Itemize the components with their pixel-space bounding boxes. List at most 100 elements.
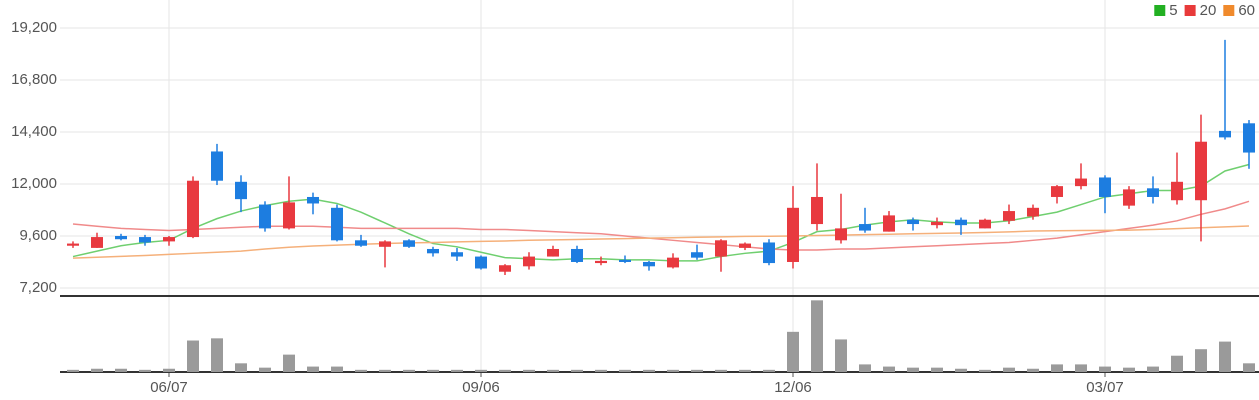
volume-bar — [571, 369, 583, 372]
volume-bar — [283, 354, 295, 372]
y-tick-label: 16,800 — [11, 71, 57, 88]
volume-bar — [379, 369, 391, 372]
volume-bar — [715, 369, 727, 372]
volume-bar — [451, 369, 463, 372]
volume-bar — [883, 366, 895, 372]
candle-body — [523, 256, 535, 267]
volume-bar — [115, 368, 127, 372]
legend-swatch — [1184, 5, 1196, 16]
candle-body — [931, 221, 943, 226]
candle-body — [1243, 123, 1255, 153]
legend-swatch — [1154, 5, 1166, 16]
volume-bar — [235, 363, 247, 372]
candle-body — [739, 243, 751, 248]
x-tick-label: 06/07 — [150, 379, 188, 396]
candle-body — [595, 260, 607, 264]
candle-body — [187, 180, 199, 238]
candle-body — [499, 265, 511, 272]
candle-body — [115, 235, 127, 240]
candle-body — [643, 261, 655, 267]
volume-bar — [331, 366, 343, 372]
volume-bar — [739, 369, 751, 372]
volume-bar — [1099, 366, 1111, 372]
legend-label: 20 — [1200, 2, 1217, 19]
candle-body — [1171, 181, 1183, 201]
volume-bar — [475, 369, 487, 372]
volume-bar — [163, 368, 175, 372]
volume-bar — [187, 340, 199, 372]
candle-body — [91, 237, 103, 248]
candle-body — [979, 219, 991, 229]
volume-bar — [1147, 366, 1159, 372]
volume-bar — [907, 367, 919, 372]
candle-body — [907, 219, 919, 225]
legend-label: 60 — [1238, 2, 1255, 19]
candle-body — [139, 237, 151, 243]
volume-bar — [787, 331, 799, 372]
candle-body — [1147, 188, 1159, 197]
volume-bar — [67, 369, 79, 372]
candle-body — [379, 241, 391, 247]
volume-bar — [835, 339, 847, 372]
volume-bar — [91, 368, 103, 372]
candle-body — [547, 248, 559, 257]
y-tick-label: 9,600 — [19, 227, 57, 244]
candle-body — [571, 248, 583, 262]
legend-swatch — [1223, 5, 1235, 16]
volume-bar — [211, 338, 223, 372]
y-tick-label: 7,200 — [19, 279, 57, 296]
volume-bar — [1123, 367, 1135, 372]
volume-bar — [139, 369, 151, 372]
volume-bar — [811, 300, 823, 372]
candle-body — [1051, 186, 1063, 197]
candle-body — [259, 204, 271, 229]
candle-body — [67, 243, 79, 246]
volume-bar — [1027, 368, 1039, 372]
candle-body — [1003, 211, 1015, 221]
candle-body — [427, 248, 439, 254]
candle-body — [835, 228, 847, 241]
volume-bar — [307, 366, 319, 372]
candle-body — [1195, 141, 1207, 201]
candle-body — [235, 181, 247, 200]
volume-bar — [643, 369, 655, 372]
candle-body — [283, 202, 295, 229]
volume-bar — [1171, 355, 1183, 372]
volume-bar — [979, 369, 991, 372]
x-tick-label: 09/06 — [462, 379, 500, 396]
y-tick-label: 19,200 — [11, 19, 57, 36]
volume-bar — [1075, 364, 1087, 372]
candle-body — [403, 240, 415, 247]
candle-body — [163, 237, 175, 242]
candle-body — [1123, 189, 1135, 206]
volume-bar — [499, 369, 511, 372]
legend-label: 5 — [1169, 2, 1177, 19]
candle-body — [331, 207, 343, 241]
candle-body — [811, 196, 823, 225]
volume-bar — [1003, 367, 1015, 372]
volume-bar — [691, 369, 703, 372]
candle-body — [1027, 207, 1039, 217]
candle-body — [955, 219, 967, 226]
volume-bar — [1219, 341, 1231, 372]
candle-body — [1075, 178, 1087, 187]
volume-bar — [547, 369, 559, 372]
y-tick-label: 12,000 — [11, 175, 57, 192]
volume-bar — [403, 369, 415, 372]
candle-body — [1099, 177, 1111, 197]
candle-body — [475, 256, 487, 269]
x-tick-label: 12/06 — [774, 379, 812, 396]
candle-body — [715, 240, 727, 257]
volume-bar — [1051, 364, 1063, 372]
candle-body — [763, 242, 775, 264]
ma-line — [72, 163, 1250, 262]
candle-body — [619, 259, 631, 262]
volume-bar — [355, 369, 367, 372]
candle-body — [307, 196, 319, 204]
candle-body — [859, 224, 871, 231]
candle-body — [667, 257, 679, 268]
x-tick-label: 03/07 — [1086, 379, 1124, 396]
volume-bar — [763, 369, 775, 372]
candle-body — [355, 240, 367, 246]
